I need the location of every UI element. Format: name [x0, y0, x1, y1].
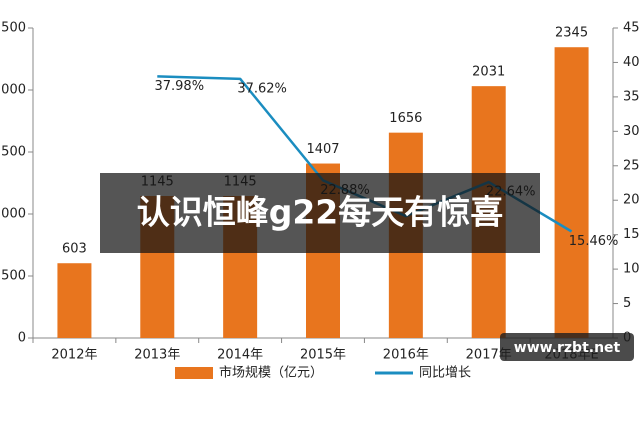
y-tick-label: 0: [18, 331, 26, 346]
legend-swatch: [175, 367, 213, 379]
y2-tick-label: 30: [623, 124, 640, 139]
bar-label: 2031: [472, 65, 505, 80]
x-tick-label: 2013年: [134, 348, 180, 363]
bar-label: 1407: [306, 142, 339, 157]
legend-label: 市场规模（亿元）: [219, 365, 323, 381]
banner-text: 认识恒峰g22每天有惊喜: [137, 193, 504, 232]
banner-box: [100, 173, 540, 253]
line-label: 15.46%: [569, 234, 619, 249]
x-tick-label: 2015年: [300, 348, 346, 363]
bar-label: 1656: [389, 111, 422, 126]
y2-tick-label: 45: [623, 21, 640, 36]
bar: [57, 263, 92, 338]
legend-label: 同比增长: [419, 366, 471, 381]
x-tick-label: 2016年: [383, 348, 429, 363]
y-tick-label: 1000: [0, 207, 26, 222]
y-tick-label: 2500: [0, 21, 26, 36]
y2-tick-label: 25: [623, 158, 640, 173]
y2-tick-label: 20: [623, 193, 640, 208]
bar-label: 2345: [555, 26, 588, 41]
y2-tick-label: 35: [623, 89, 640, 104]
bar: [554, 47, 589, 338]
y2-tick-label: 5: [623, 296, 631, 311]
y-tick-label: 500: [1, 269, 26, 284]
x-tick-label: 2014年: [217, 348, 263, 363]
y-tick-label: 1500: [0, 145, 26, 160]
y2-tick-label: 40: [623, 55, 640, 70]
y2-tick-label: 10: [623, 262, 640, 277]
site-text: www.rzbt.net: [514, 340, 621, 356]
y-tick-label: 2000: [0, 83, 26, 98]
site-box: [500, 333, 634, 361]
line-label: 37.98%: [154, 79, 204, 94]
y2-tick-label: 15: [623, 227, 640, 242]
line-label: 37.62%: [237, 81, 287, 96]
bar-label: 603: [62, 242, 87, 257]
x-tick-label: 2012年: [51, 348, 97, 363]
